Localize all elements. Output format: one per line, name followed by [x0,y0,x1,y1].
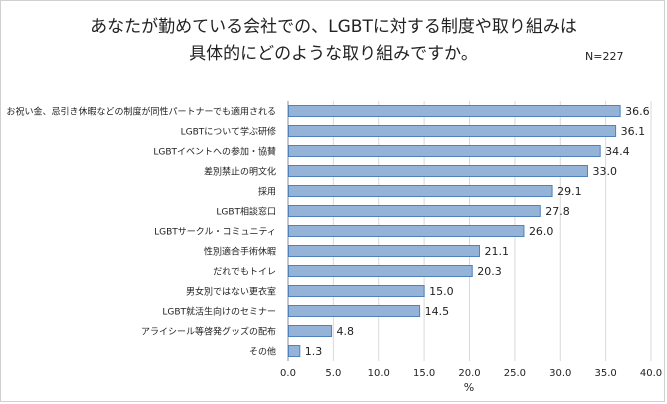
bar [288,105,621,117]
category-label: その他 [249,346,276,358]
bar [288,185,553,197]
value-label: 36.1 [621,125,646,138]
value-label: 26.0 [529,225,554,238]
value-label: 27.8 [545,205,570,218]
category-label: 差別禁止の明文化 [204,166,276,178]
category-label: LGBT就活生向けのセミナー [162,306,276,318]
category-label: だれでもトイレ [213,267,276,278]
bar [288,325,333,337]
value-label: 36.6 [625,105,650,118]
category-label: 性別適合手術休暇 [204,246,276,258]
value-label: 20.3 [477,265,502,278]
x-tick-label: 20.0 [458,368,480,379]
bar [288,225,525,237]
sample-size-label: N=227 [585,50,624,63]
value-label: 29.1 [557,185,582,198]
value-label: 33.0 [592,165,617,178]
category-label: 採用 [258,186,276,198]
value-label: 4.8 [337,325,355,338]
x-tick-label: 30.0 [549,368,571,379]
bar [288,205,541,217]
bar [288,165,588,177]
x-tick-label: 10.0 [368,368,390,379]
value-label: 34.4 [605,145,630,158]
bar [288,145,601,157]
category-label: LGBTサークル・コミュニティ [154,227,276,238]
bar [288,245,480,257]
category-label: お祝い金、忌引き休暇などの制度が同性パートナーでも適用される [7,106,276,118]
bar [288,345,301,357]
bar [288,305,421,317]
x-axis-title: % [464,381,474,394]
value-label: 14.5 [425,305,450,318]
bar [288,285,425,297]
category-label: LGBT相談窓口 [216,206,276,218]
x-tick-label: 0.0 [280,368,296,379]
chart-title-line1: あなたが勤めている会社での、LGBTに対する制度や取り組みは [90,17,577,37]
x-tick-label: 5.0 [325,368,341,379]
category-label: 男女別ではない更衣室 [186,286,276,298]
chart-title-line2: 具体的にどのような取り組みですか。 [189,44,478,64]
value-label: 21.1 [484,245,509,258]
category-label: アライシール等啓発グッズの配布 [141,326,276,338]
category-label: LGBTイベントへの参加・協賛 [153,146,276,158]
label-layer: 0.0 5.0 10.0 15.0 20.0 25.0 30.0 35.0 40.0 お祝い金、忌… [7,105,663,379]
bar-layer [288,105,621,357]
x-tick-label: 35.0 [594,368,616,379]
bar [288,265,473,277]
x-tick-label: 25.0 [504,368,526,379]
x-tick-label: 40.0 [640,368,662,379]
x-tick-label: 15.0 [413,368,435,379]
bar [288,125,617,137]
value-label: 1.3 [305,345,323,358]
category-label: LGBTについて学ぶ研修 [181,126,276,138]
value-label: 15.0 [429,285,454,298]
